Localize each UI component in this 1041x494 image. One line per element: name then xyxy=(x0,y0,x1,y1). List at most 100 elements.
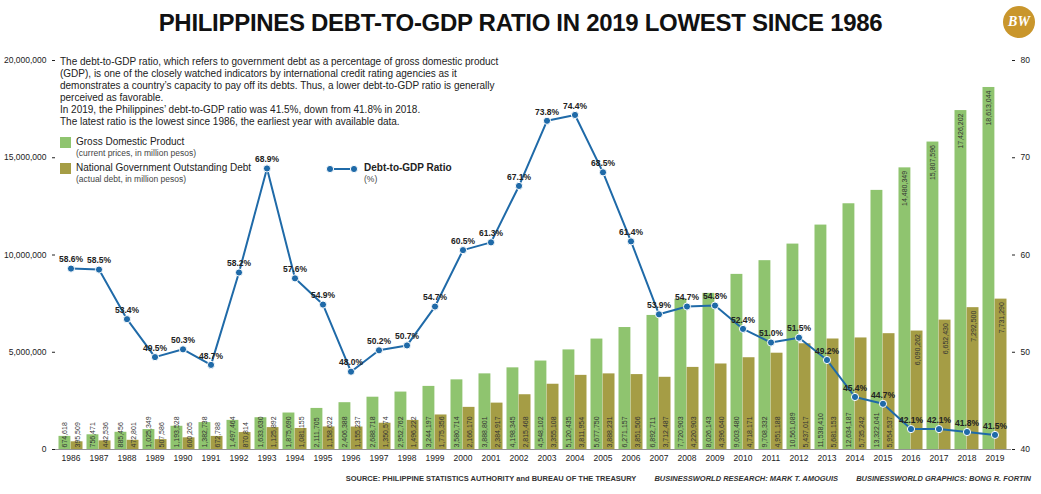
svg-text:1,496,222: 1,496,222 xyxy=(410,416,417,447)
svg-text:2004: 2004 xyxy=(566,453,585,463)
svg-text:1,775,356: 1,775,356 xyxy=(438,416,445,447)
svg-text:3,580,714: 3,580,714 xyxy=(453,416,460,447)
svg-text:42.1%: 42.1% xyxy=(927,415,952,425)
svg-text:10,561,089: 10,561,089 xyxy=(789,412,796,447)
svg-text:2013: 2013 xyxy=(818,453,837,463)
svg-text:61.4%: 61.4% xyxy=(619,227,644,237)
svg-text:2011: 2011 xyxy=(762,453,781,463)
svg-text:2003: 2003 xyxy=(538,453,557,463)
svg-text:600,205: 600,205 xyxy=(186,422,193,447)
svg-text:50.2%: 50.2% xyxy=(367,336,392,346)
svg-text:395,509: 395,509 xyxy=(74,422,81,447)
svg-text:2018: 2018 xyxy=(958,453,977,463)
svg-text:2012: 2012 xyxy=(790,453,809,463)
svg-text:70: 70 xyxy=(1021,152,1031,162)
svg-text:4,198,345: 4,198,345 xyxy=(509,416,516,447)
svg-text:442,536: 442,536 xyxy=(102,422,109,447)
svg-text:6,090,262: 6,090,262 xyxy=(914,334,921,365)
svg-text:5,954,537: 5,954,537 xyxy=(886,416,893,447)
svg-text:52.4%: 52.4% xyxy=(731,315,756,325)
svg-text:3,244,197: 3,244,197 xyxy=(425,416,432,447)
svg-text:61.3%: 61.3% xyxy=(479,228,504,238)
svg-text:15,807,596: 15,807,596 xyxy=(929,145,936,180)
svg-text:54.8%: 54.8% xyxy=(703,291,728,301)
svg-text:2006: 2006 xyxy=(622,453,641,463)
svg-text:507,586: 507,586 xyxy=(158,422,165,447)
svg-text:1995: 1995 xyxy=(314,453,333,463)
svg-text:53.9%: 53.9% xyxy=(647,300,672,310)
svg-text:49.5%: 49.5% xyxy=(143,343,168,353)
svg-text:12,634,187: 12,634,187 xyxy=(845,412,852,447)
svg-text:1,350,574: 1,350,574 xyxy=(382,416,389,447)
svg-text:1,025,349: 1,025,349 xyxy=(145,416,152,447)
svg-text:54.7%: 54.7% xyxy=(675,292,700,302)
svg-text:2,688,718: 2,688,718 xyxy=(369,416,376,447)
svg-text:50.3%: 50.3% xyxy=(171,335,196,345)
svg-text:2009: 2009 xyxy=(706,453,725,463)
svg-text:1,382,738: 1,382,738 xyxy=(201,416,208,447)
svg-text:58.5%: 58.5% xyxy=(87,255,112,265)
svg-text:60.5%: 60.5% xyxy=(451,236,476,246)
svg-text:472,801: 472,801 xyxy=(130,422,137,447)
svg-text:13,322,041: 13,322,041 xyxy=(873,412,880,447)
svg-text:53.4%: 53.4% xyxy=(115,305,140,315)
svg-text:7,292,500: 7,292,500 xyxy=(970,311,977,342)
svg-text:1,633,630: 1,633,630 xyxy=(257,416,264,447)
svg-text:2002: 2002 xyxy=(510,453,529,463)
svg-text:5,681,153: 5,681,153 xyxy=(830,416,837,447)
svg-text:57.6%: 57.6% xyxy=(283,264,308,274)
svg-text:44.7%: 44.7% xyxy=(871,390,896,400)
svg-text:5,000,000: 5,000,000 xyxy=(9,347,47,357)
svg-text:5,677,750: 5,677,750 xyxy=(593,416,600,447)
svg-text:2001: 2001 xyxy=(482,453,501,463)
svg-text:1,125,892: 1,125,892 xyxy=(270,416,277,447)
svg-text:1,193,528: 1,193,528 xyxy=(173,416,180,447)
svg-text:1,158,622: 1,158,622 xyxy=(326,416,333,447)
svg-text:1992: 1992 xyxy=(230,453,249,463)
svg-text:1,875,690: 1,875,690 xyxy=(285,416,292,447)
svg-text:1987: 1987 xyxy=(90,453,109,463)
svg-text:870,814: 870,814 xyxy=(242,422,249,447)
svg-text:48.0%: 48.0% xyxy=(339,357,364,367)
svg-text:42.1%: 42.1% xyxy=(899,415,924,425)
svg-text:4,220,903: 4,220,903 xyxy=(690,416,697,447)
svg-text:7,720,903: 7,720,903 xyxy=(677,416,684,447)
svg-text:58.6%: 58.6% xyxy=(59,254,84,264)
svg-text:3,888,801: 3,888,801 xyxy=(481,416,488,447)
svg-text:2,166,170: 2,166,170 xyxy=(466,416,473,447)
svg-text:1997: 1997 xyxy=(370,453,389,463)
svg-text:60: 60 xyxy=(1021,250,1031,260)
svg-text:11,538,410: 11,538,410 xyxy=(817,413,824,448)
svg-text:49.2%: 49.2% xyxy=(815,346,840,356)
svg-text:4,396,640: 4,396,640 xyxy=(718,416,725,447)
svg-text:9,708,332: 9,708,332 xyxy=(761,416,768,447)
svg-text:51.0%: 51.0% xyxy=(759,328,784,338)
svg-text:10,000,000: 10,000,000 xyxy=(4,250,47,260)
svg-text:756,471: 756,471 xyxy=(89,422,96,447)
svg-text:6,652,430: 6,652,430 xyxy=(942,323,949,354)
svg-text:672,788: 672,788 xyxy=(214,422,221,447)
svg-text:67.1%: 67.1% xyxy=(507,172,532,182)
svg-text:7,731,290: 7,731,290 xyxy=(998,302,1005,333)
svg-text:1991: 1991 xyxy=(202,453,221,463)
svg-text:1999: 1999 xyxy=(426,453,445,463)
svg-text:54.7%: 54.7% xyxy=(423,292,448,302)
svg-text:0: 0 xyxy=(42,444,47,454)
svg-text:2005: 2005 xyxy=(594,453,613,463)
svg-text:6,892,711: 6,892,711 xyxy=(649,417,656,448)
svg-text:1,497,464: 1,497,464 xyxy=(229,416,236,447)
svg-text:5,735,242: 5,735,242 xyxy=(858,416,865,447)
svg-text:18,613,044: 18,613,044 xyxy=(985,90,992,125)
svg-text:3,888,231: 3,888,231 xyxy=(606,416,613,447)
svg-text:17,426,202: 17,426,202 xyxy=(957,113,964,148)
svg-text:2016: 2016 xyxy=(902,453,921,463)
svg-text:2,815,468: 2,815,468 xyxy=(522,416,529,447)
svg-text:8,026,143: 8,026,143 xyxy=(705,416,712,447)
svg-text:41.5%: 41.5% xyxy=(983,421,1008,431)
svg-text:4,548,102: 4,548,102 xyxy=(537,416,544,447)
svg-text:1988: 1988 xyxy=(118,453,137,463)
svg-text:68.5%: 68.5% xyxy=(591,158,616,168)
svg-text:1994: 1994 xyxy=(286,453,305,463)
svg-text:50.7%: 50.7% xyxy=(395,331,420,341)
svg-text:9,003,480: 9,003,480 xyxy=(733,416,740,447)
